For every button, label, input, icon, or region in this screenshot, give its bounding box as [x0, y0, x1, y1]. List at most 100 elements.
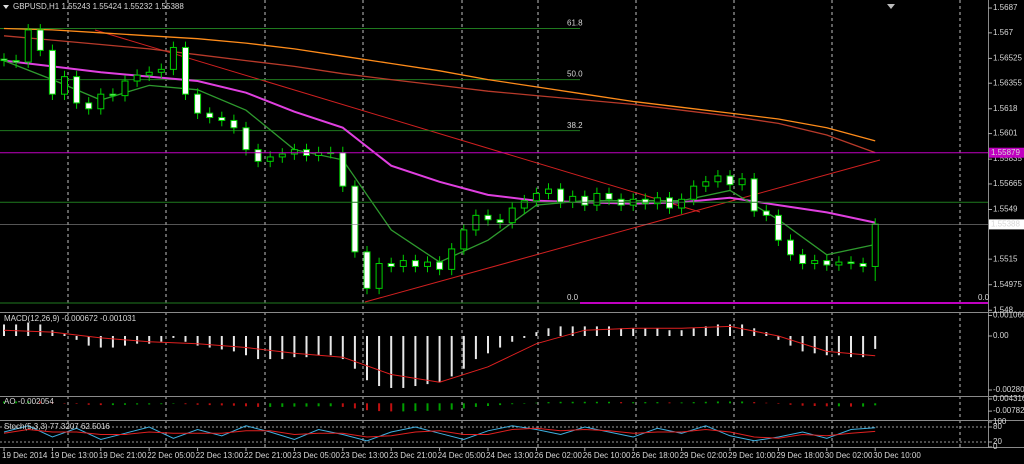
candle-body — [690, 185, 698, 200]
macd-bar — [656, 328, 659, 336]
candle-body — [12, 60, 20, 63]
macd-bar — [414, 335, 417, 387]
candle-body — [133, 74, 141, 82]
x-tick-label: 23 Dec 21:00 — [389, 451, 437, 460]
ao-bar — [87, 403, 90, 405]
candle-body — [787, 239, 794, 256]
macd-bar — [729, 324, 731, 336]
candle-body — [605, 192, 613, 200]
candle-body — [460, 229, 468, 250]
x-tick-label: 22 Dec 05:00 — [147, 451, 195, 460]
y-tick-label: 1.54975 — [993, 280, 1022, 289]
y-tick-label: 1.548 — [993, 305, 1014, 314]
y-tick-label: 1.5618 — [993, 104, 1018, 113]
candle-body — [424, 261, 431, 267]
candle-body — [581, 195, 589, 206]
candle-body — [157, 68, 165, 73]
ao-bar — [874, 403, 877, 406]
macd-bar — [487, 335, 489, 354]
ao-bar — [341, 403, 344, 407]
ao-bar — [680, 402, 683, 404]
candle-body — [169, 46, 177, 70]
macd-bar — [341, 335, 344, 360]
stoch-main — [3, 425, 876, 442]
menu-arrow[interactable] — [3, 5, 9, 9]
macd-bar — [547, 328, 550, 336]
macd-bar — [208, 335, 211, 348]
ao-bar — [474, 403, 477, 407]
price-label-box — [989, 147, 1024, 158]
ao-bar — [692, 402, 695, 404]
fib-label: 61.8 — [567, 19, 583, 28]
candle-body — [726, 175, 734, 186]
macd-bar — [63, 334, 66, 336]
ao-bar — [329, 403, 332, 407]
ao-bar — [523, 403, 526, 404]
macd-bar — [99, 335, 102, 348]
macd-bar — [438, 335, 441, 383]
candle-body — [532, 192, 540, 202]
ao-bar — [850, 403, 852, 407]
candle-body — [593, 192, 601, 206]
y-tick-label: 1.56525 — [993, 54, 1022, 63]
candle-body — [714, 175, 722, 183]
macd-bar — [511, 335, 514, 342]
ao-bar — [196, 403, 199, 405]
candle-body — [641, 198, 649, 205]
ao-bar — [729, 401, 731, 404]
macd-bar — [353, 335, 356, 369]
ao-bar — [99, 403, 102, 406]
candle-body — [121, 80, 129, 97]
macd-bar — [741, 324, 744, 336]
macd-bar — [293, 335, 296, 358]
ao-bar — [668, 402, 671, 404]
y-tick-label: 1.5515 — [993, 254, 1018, 263]
y-tick-label: 1.55665 — [993, 179, 1022, 188]
ao-bar — [111, 403, 114, 406]
macd-bar — [366, 335, 368, 381]
candle-body — [859, 263, 867, 267]
macd-bar — [753, 328, 756, 336]
candle-body — [411, 260, 419, 267]
ao-bar — [583, 401, 586, 404]
candle-body — [545, 188, 552, 194]
macd-bar — [148, 335, 151, 344]
candle-body — [85, 102, 93, 110]
macd-bar — [220, 335, 223, 350]
macd-bar — [874, 335, 877, 349]
ao-bar — [148, 403, 151, 405]
main-panel: 61.8 50.0 38.2 0.0 — [0, 19, 881, 304]
panel-borders — [0, 0, 1024, 448]
last-price-box — [989, 219, 1024, 230]
ao-bar — [27, 401, 30, 404]
x-tick-label: 26 Dec 02:00 — [534, 451, 582, 460]
ao-bar — [535, 402, 538, 404]
moving-average — [3, 35, 876, 154]
ao-bar — [462, 403, 465, 409]
ao-bar — [450, 403, 453, 410]
candle-body — [835, 261, 843, 266]
macd-bar — [668, 330, 671, 336]
ray-label: 0.0 — [978, 293, 990, 302]
x-tick-label: 19 Dec 2014 — [2, 451, 48, 460]
macd-bar — [329, 335, 332, 356]
ao-bar — [208, 403, 211, 406]
fib-label: 0.0 — [567, 293, 579, 302]
macd-bar — [862, 335, 865, 358]
macd-bar — [136, 335, 139, 344]
ao-bar — [378, 403, 381, 412]
ao-bar — [281, 403, 284, 407]
macd-bar — [317, 335, 320, 356]
x-tick-label: 19 Dec 21:00 — [99, 451, 147, 460]
moving-average — [3, 27, 876, 142]
y-tick-label: 0 — [993, 442, 998, 451]
ao-bar — [644, 402, 647, 404]
ao-bar — [63, 403, 66, 404]
macd-bar — [608, 326, 610, 336]
candle-body — [520, 200, 528, 209]
x-tick-label: 24 Dec 05:00 — [438, 451, 486, 460]
shift-marker[interactable] — [887, 4, 895, 9]
candle-body — [569, 195, 577, 203]
